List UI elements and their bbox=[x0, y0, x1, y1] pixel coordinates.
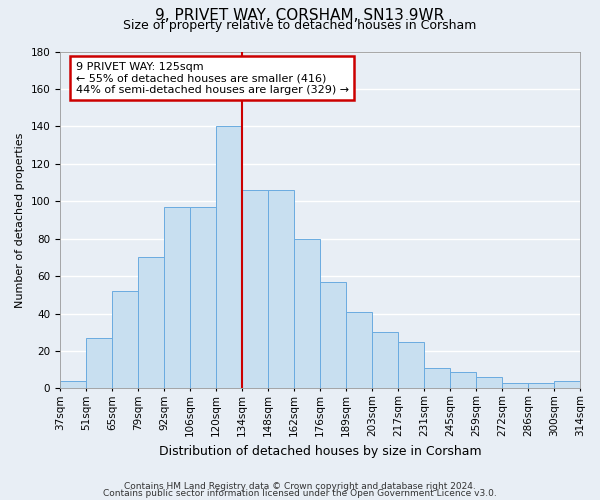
Bar bbox=[424, 368, 450, 388]
Bar bbox=[476, 378, 502, 388]
Y-axis label: Number of detached properties: Number of detached properties bbox=[15, 132, 25, 308]
Bar bbox=[112, 291, 138, 388]
X-axis label: Distribution of detached houses by size in Corsham: Distribution of detached houses by size … bbox=[159, 444, 481, 458]
Bar bbox=[346, 312, 372, 388]
Bar bbox=[528, 383, 554, 388]
Text: 9, PRIVET WAY, CORSHAM, SN13 9WR: 9, PRIVET WAY, CORSHAM, SN13 9WR bbox=[155, 8, 445, 22]
Bar bbox=[450, 372, 476, 388]
Bar bbox=[554, 381, 580, 388]
Text: Contains public sector information licensed under the Open Government Licence v3: Contains public sector information licen… bbox=[103, 489, 497, 498]
Bar bbox=[294, 238, 320, 388]
Text: Contains HM Land Registry data © Crown copyright and database right 2024.: Contains HM Land Registry data © Crown c… bbox=[124, 482, 476, 491]
Bar bbox=[502, 383, 528, 388]
Bar bbox=[242, 190, 268, 388]
Bar bbox=[320, 282, 346, 389]
Text: 9 PRIVET WAY: 125sqm
← 55% of detached houses are smaller (416)
44% of semi-deta: 9 PRIVET WAY: 125sqm ← 55% of detached h… bbox=[76, 62, 349, 95]
Bar bbox=[86, 338, 112, 388]
Bar bbox=[268, 190, 294, 388]
Bar bbox=[164, 207, 190, 388]
Bar bbox=[190, 207, 216, 388]
Bar bbox=[372, 332, 398, 388]
Bar bbox=[216, 126, 242, 388]
Bar bbox=[398, 342, 424, 388]
Text: Size of property relative to detached houses in Corsham: Size of property relative to detached ho… bbox=[124, 19, 476, 32]
Bar bbox=[138, 258, 164, 388]
Bar bbox=[60, 381, 86, 388]
